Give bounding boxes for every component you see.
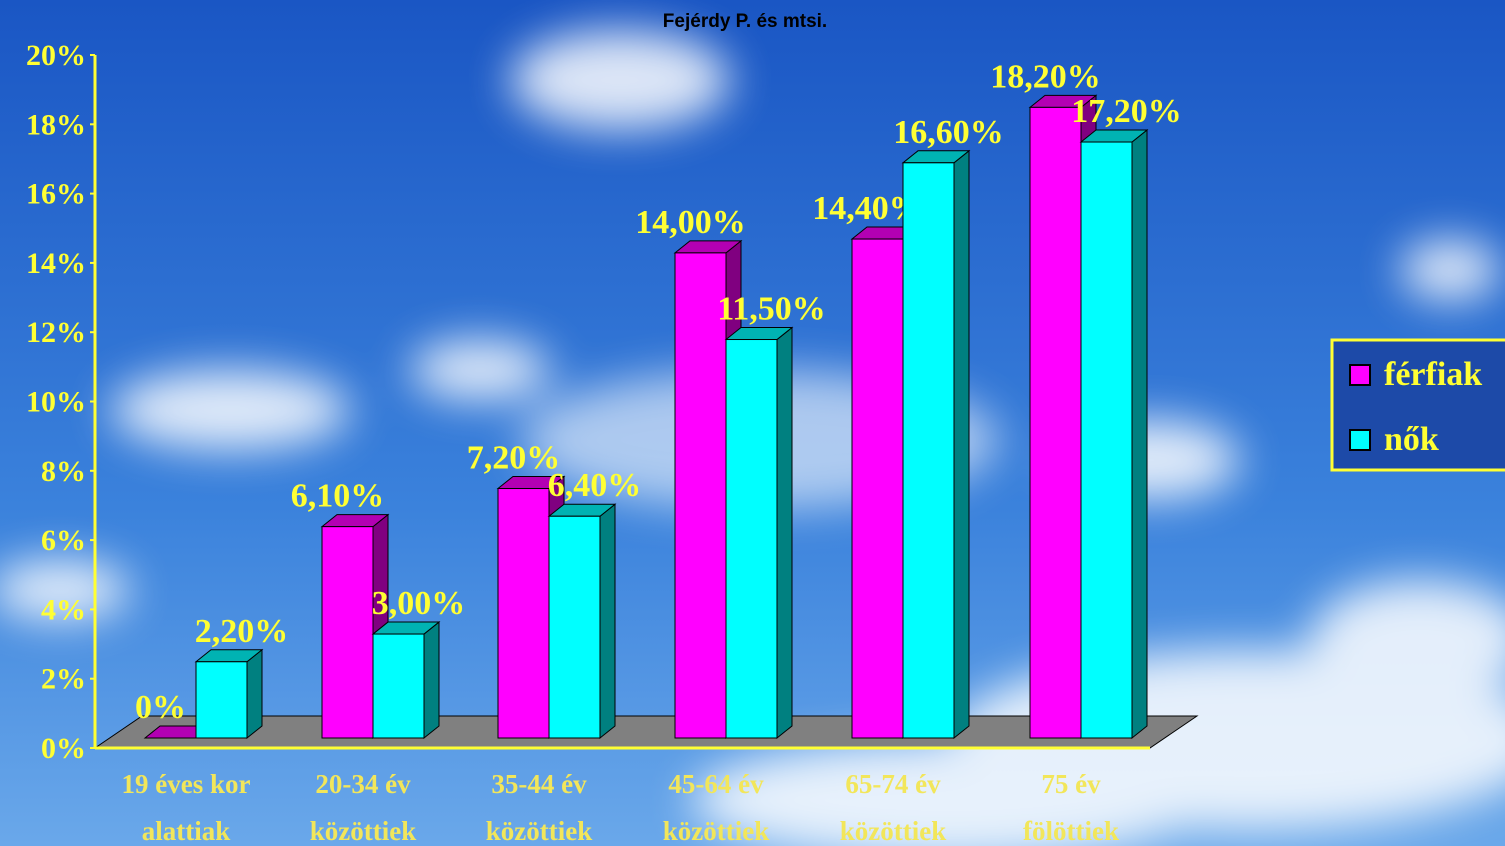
x-tick-label: közöttiek [840,816,946,846]
value-label: 0% [135,689,186,726]
bar [851,238,904,739]
bar-side [423,621,440,740]
y-tick-label: 8% [41,455,86,488]
y-tick-label: 2% [41,663,86,696]
chart-title: Fejérdy P. és mtsi. [663,11,827,32]
y-tick-label: 10% [26,386,86,419]
y-tick-label: 20% [26,39,86,72]
bar-side [246,648,263,740]
y-tick-label: 12% [26,316,86,349]
x-tick-label: 35-44 év [491,769,587,799]
bar-side [953,149,970,740]
value-label: 7,20% [467,440,561,477]
bar [725,339,778,739]
bar [497,488,550,739]
y-tick-label: 18% [26,108,86,141]
x-tick-label: közöttiek [310,816,416,846]
y-tick-label: 14% [26,247,86,280]
x-tick-label: alattiak [142,816,231,846]
y-tick-label: 6% [41,524,86,557]
legend-swatch [1349,364,1371,386]
bar-side [599,503,616,740]
x-tick-label: közöttiek [486,816,592,846]
x-tick-label: 45-64 év [668,769,764,799]
bar-side [776,326,793,740]
y-tick-label: 4% [41,593,86,626]
bar [372,633,425,739]
value-label: 14,00% [635,204,746,241]
bar-side [1131,128,1148,740]
bar [195,661,248,739]
x-tick-label: fölöttiek [1023,816,1119,846]
bar [674,252,727,739]
bar [1029,106,1082,739]
value-label: 6,40% [548,467,642,504]
value-label: 3,00% [372,585,466,622]
legend-swatch [1349,429,1371,451]
value-label: 11,50% [717,291,826,328]
x-tick-label: 19 éves kor [122,769,251,799]
legend-label: férfiak [1384,356,1482,393]
value-label: 16,60% [893,114,1004,151]
bar [321,526,374,739]
value-label: 6,10% [291,478,385,515]
value-label: 17,20% [1071,93,1182,130]
value-label: 18,20% [990,58,1101,95]
x-tick-label: 65-74 év [845,769,941,799]
legend-label: nők [1384,421,1439,458]
y-tick-label: 0% [41,732,86,765]
x-tick-label: közöttiek [663,816,769,846]
x-tick-label: 75 év [1041,769,1101,799]
x-tick-label: 20-34 év [315,769,411,799]
bar [548,515,601,739]
y-tick-label: 16% [26,178,86,211]
bar [1080,141,1133,739]
bar [902,162,955,739]
value-label: 2,20% [195,613,289,650]
